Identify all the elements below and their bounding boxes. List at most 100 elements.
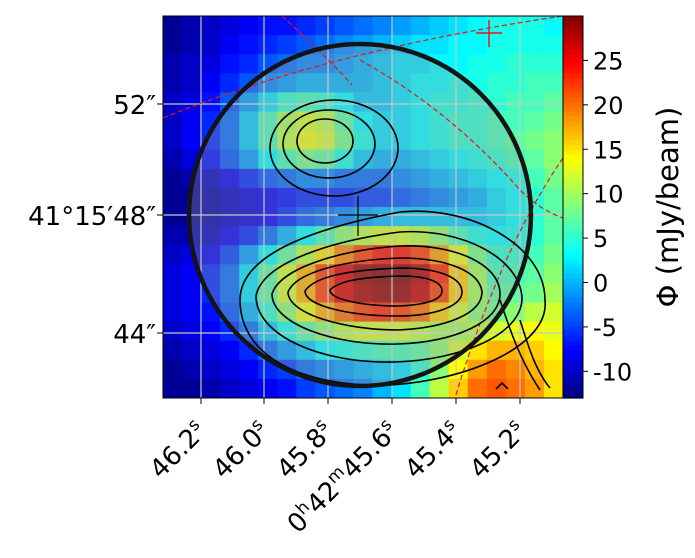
heatmap-cell [258,321,278,342]
heatmap-cell [448,35,469,55]
heatmap-cell [201,54,221,74]
heatmap-cell [296,73,316,93]
heatmap-cell [239,302,259,323]
heatmap-cell [391,168,412,189]
heatmap-cell [220,321,240,342]
heatmap-cell [372,340,393,361]
colorbar-frame [562,15,584,399]
colorbar-segment [563,297,583,304]
colorbar-segment [563,254,583,261]
heatmap-cell [467,130,488,151]
heatmap-cell [524,111,545,132]
colorbar-segment [563,173,583,179]
colorbar-segment [563,20,583,27]
heatmap-cell [334,245,355,265]
colorbar-segment [563,49,583,55]
heatmap-cell [315,207,336,227]
caret-marker [495,381,509,390]
heatmap-cell [258,111,278,132]
heatmap-cell [353,359,374,380]
heatmap-cell [391,16,412,36]
heatmap-cell [391,340,412,361]
heatmap-cell [277,378,297,398]
heatmap-cell [429,111,450,132]
heatmap-cell [334,149,355,170]
heatmap-cell [315,149,336,170]
heatmap-cell [505,35,526,55]
heatmap-cell [296,378,316,398]
heatmap-cell [429,92,450,113]
heatmap-cell [239,92,259,113]
heatmap-cell [410,378,431,398]
heatmap-cell [429,378,450,398]
heatmap-cell [163,245,183,265]
heatmap-cell [239,359,259,380]
heatmap-cell [410,283,431,304]
colorbar-segment [563,355,583,361]
colorbar-segment [563,269,583,275]
heatmap-cell [391,149,412,170]
colorbar-segment [563,283,583,289]
heatmap-cell [448,321,469,342]
x-tick-label-4: 45.4s [398,415,468,485]
heatmap-cell [410,321,431,342]
heatmap-cell [372,226,393,246]
colorbar-segment [563,54,583,60]
heatmap-cell [239,168,259,189]
heatmap-cell [543,35,563,55]
colorbar-segment [563,230,583,237]
colorbar-segment [563,135,583,141]
heatmap-cell [372,92,393,113]
colorbar-segment [563,235,583,242]
heatmap-cell [201,340,221,361]
colorbar-segment [563,197,583,203]
heatmap-cell [182,92,202,113]
heatmap-cell [296,207,316,227]
heatmap-cell [163,340,183,361]
heatmap-cell [220,149,240,170]
heatmap-cell [220,359,240,380]
heatmap-cell [315,359,336,380]
heatmap-cell [448,302,469,323]
heatmap-cell [182,283,202,304]
colorbar-segment [563,321,583,327]
heatmap-cell [353,302,374,323]
contour-south-2 [255,230,523,363]
heatmap-cell [277,130,297,151]
colorbar-segment [563,44,583,51]
heatmap-cell [239,283,259,304]
heatmap-cell [505,54,526,74]
heatmap-cell [334,187,355,208]
heatmap-cell [543,16,563,36]
heatmap-cell [182,54,202,74]
heatmap-cell [429,130,450,151]
colorbar-segment [563,92,583,98]
heatmap-cell [239,340,259,361]
heatmap-cell [391,302,412,323]
heatmap-cell [163,226,183,246]
colorbar-segment [563,73,583,79]
heatmap-cell [410,340,431,361]
colorbar-segment [563,125,583,132]
colorbar-segment [563,159,583,165]
contours [239,99,551,391]
heatmap-cell [372,359,393,380]
heatmap-cell [277,16,297,36]
heatmap-cell [353,149,374,170]
heatmap-cell [486,130,507,151]
heatmap-cell [391,54,412,74]
heatmap-cell [448,149,469,170]
heatmap-cell [505,16,526,36]
heatmap-cell [239,378,259,398]
heatmap-cell [277,340,297,361]
heatmap-cell [315,130,336,151]
heatmap-cell [277,187,297,208]
heatmap-cell [163,283,183,304]
heatmap-cell [353,283,374,304]
heatmap-cell [296,54,316,74]
heatmap-cell [182,302,202,323]
heatmap-cell [277,35,297,55]
heatmap-cell [429,73,450,93]
heatmap-cell [429,264,450,284]
colorbar-segment [563,221,583,227]
